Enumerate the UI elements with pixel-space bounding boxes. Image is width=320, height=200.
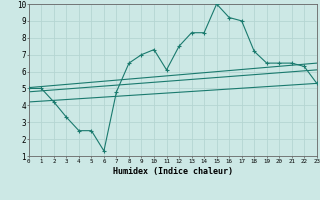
X-axis label: Humidex (Indice chaleur): Humidex (Indice chaleur): [113, 167, 233, 176]
